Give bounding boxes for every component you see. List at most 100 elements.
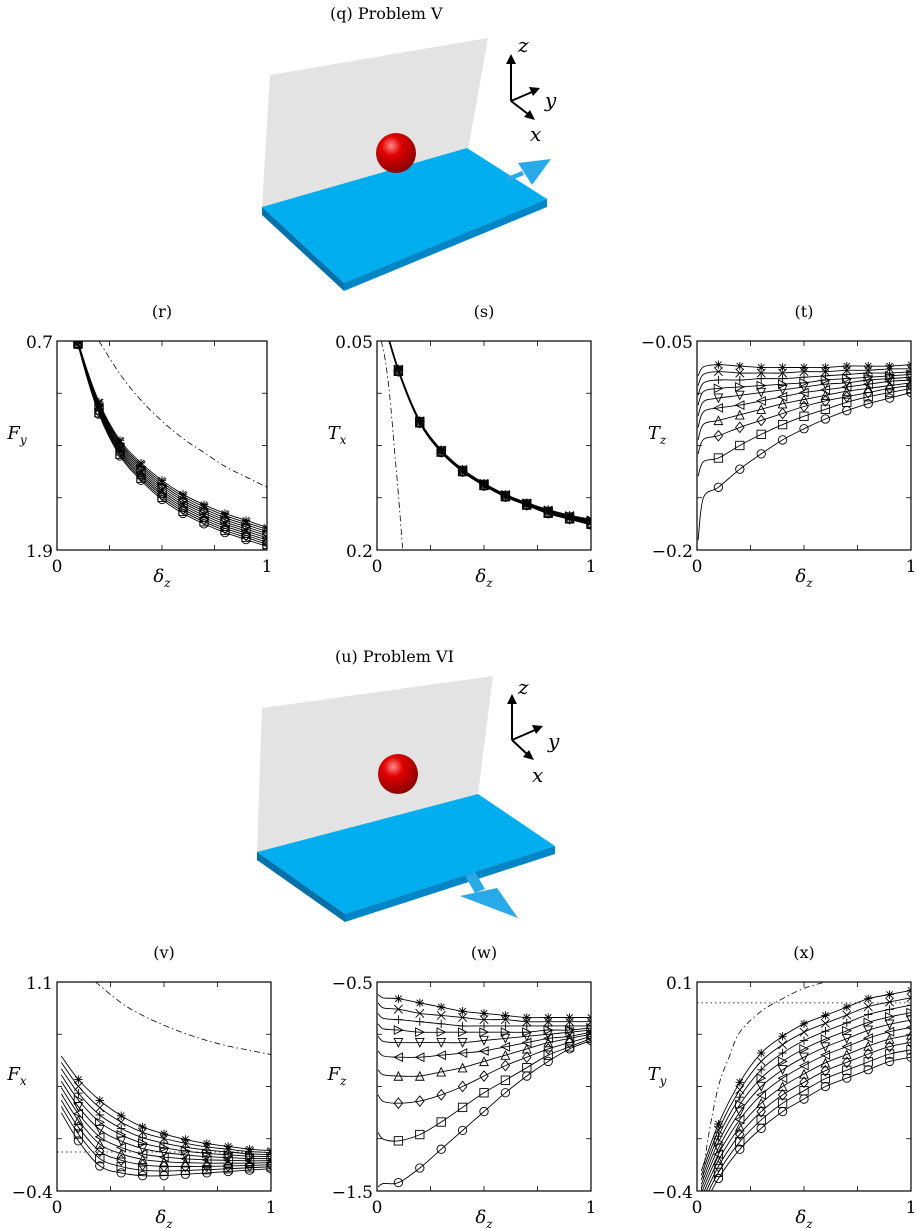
marker-cross	[863, 1002, 873, 1012]
marker-plus	[906, 1001, 911, 1010]
marker-triangle-up	[159, 1156, 169, 1167]
marker-triangle-down	[116, 1136, 127, 1147]
series-circle	[377, 1035, 591, 1188]
series-line	[60, 1106, 271, 1172]
marker-circle	[157, 494, 167, 505]
x-axis-label-main: δ	[155, 1207, 166, 1228]
marker-triangle-up	[393, 1070, 404, 1081]
x-tick-label: 0	[692, 557, 703, 577]
y-axis-label: Tx	[328, 423, 347, 447]
x-tick-label: 0	[372, 557, 383, 577]
marker-square	[244, 1163, 255, 1173]
marker-cross	[820, 1018, 830, 1028]
y-axis-label-sub: x	[20, 1074, 27, 1088]
marker-circle	[713, 1173, 724, 1184]
marker-star	[735, 1078, 744, 1087]
marker-circle	[199, 519, 209, 529]
marker-triangle-right	[436, 1027, 447, 1038]
panel-label: (s)	[474, 302, 495, 321]
marker-circle	[479, 1106, 489, 1117]
marker-cross	[458, 1013, 468, 1023]
marker-triangle-right	[415, 1027, 426, 1038]
marker-triangle-right	[906, 369, 911, 380]
marker-triangle-left	[435, 1050, 446, 1061]
series-line	[76, 341, 267, 547]
series-line	[377, 1037, 591, 1142]
marker-star	[842, 1002, 851, 1012]
problem-v-title: (q) Problem V	[330, 4, 443, 23]
marker-triangle-down	[479, 1035, 489, 1046]
marker-star	[437, 1002, 446, 1012]
marker-triangle-left	[755, 395, 766, 406]
marker-triangle-down	[500, 1033, 511, 1044]
marker-diamond	[863, 386, 873, 399]
marker-triangle-up	[414, 1070, 425, 1081]
series-cross	[377, 1002, 591, 1027]
marker-circle	[543, 1056, 553, 1067]
sphere	[378, 754, 418, 794]
marker-triangle-right	[95, 1117, 106, 1128]
marker-diamond	[116, 1154, 126, 1167]
series-line	[388, 341, 591, 525]
marker-diamond	[415, 1095, 425, 1108]
marker-star	[778, 363, 787, 372]
marker-triangle-right	[799, 1043, 810, 1054]
series-line	[377, 1040, 591, 1188]
marker-circle	[756, 1123, 766, 1133]
y-tick-label: 0.2	[346, 542, 373, 562]
y-tick-label: −0.5	[332, 974, 373, 994]
marker-circle	[777, 435, 788, 445]
y-axis-label: Fx	[6, 1064, 27, 1088]
marker-circle	[479, 481, 489, 491]
series-triangle-right	[697, 369, 911, 406]
marker-triangle-down	[159, 1147, 169, 1158]
marker-plus	[565, 1021, 574, 1031]
x-axis-label-sub: z	[163, 576, 171, 590]
marker-triangle-up	[820, 390, 831, 400]
marker-star	[821, 1011, 830, 1020]
marker-star	[821, 363, 830, 372]
series-line	[60, 1062, 271, 1154]
series-triangle-up	[377, 1029, 591, 1081]
series-line	[377, 1023, 591, 1033]
problem-v-schematic: z y x	[262, 33, 557, 291]
x-axis-label-sub: z	[165, 1217, 173, 1228]
marker-triangle-down	[884, 1019, 895, 1030]
marker-diamond	[457, 1080, 468, 1093]
series-line	[708, 1049, 911, 1191]
marker-triangle-left	[393, 1052, 404, 1063]
marker-triangle-down	[756, 1081, 767, 1092]
marker-triangle-down	[841, 378, 852, 389]
axis-label-x: x	[532, 763, 543, 787]
series-triangle-up	[703, 1029, 911, 1191]
marker-triangle-left	[862, 1033, 873, 1044]
marker-star	[714, 1119, 723, 1129]
series-line	[60, 1068, 271, 1156]
marker-cross	[500, 1015, 510, 1025]
marker-circle	[94, 409, 104, 419]
marker-plus	[778, 1048, 787, 1058]
marker-plus	[735, 375, 744, 385]
marker-triangle-left	[777, 1073, 788, 1084]
marker-star	[117, 1111, 126, 1120]
marker-circle	[522, 500, 532, 511]
marker-triangle-up	[799, 1068, 809, 1079]
marker-star	[157, 476, 167, 485]
chart-t-data	[697, 360, 911, 541]
marker-triangle-right	[393, 1025, 404, 1035]
x-tick-label: 0	[52, 1198, 63, 1218]
marker-star	[241, 516, 251, 525]
marker-triangle-down	[457, 1037, 468, 1048]
axis-label-x: x	[530, 122, 541, 146]
series-line	[60, 1099, 271, 1168]
marker-triangle-left	[478, 1046, 489, 1056]
marker-triangle-up	[457, 465, 468, 476]
series-line	[697, 379, 911, 428]
marker-circle	[500, 1088, 511, 1098]
marker-triangle-down	[393, 1037, 404, 1048]
marker-star	[735, 361, 744, 371]
marker-star	[842, 361, 851, 371]
series-line	[703, 1034, 911, 1191]
marker-triangle-down	[713, 393, 724, 404]
